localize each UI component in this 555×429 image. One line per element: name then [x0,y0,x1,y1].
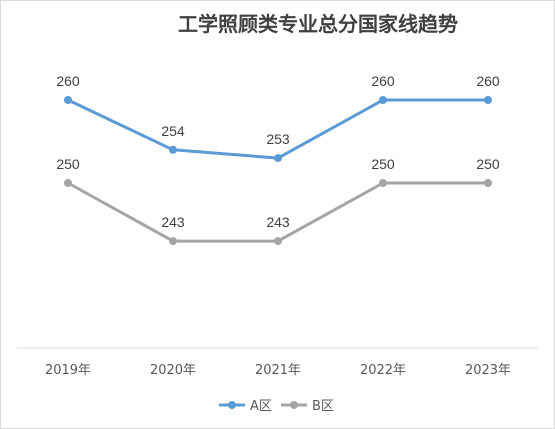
data-point [274,154,282,163]
legend-label: A区 [250,399,272,414]
data-point [379,96,387,104]
chart-title: 工学照顾类专业总分国家线趋势 [178,12,458,36]
legend-label: B区 [312,399,334,414]
data-label: 260 [56,73,80,89]
data-label: 243 [266,214,290,230]
x-tick-label: 2023年 [465,363,511,378]
data-label: 253 [266,131,290,147]
data-point [274,237,282,246]
legend-item: A区 [219,399,272,414]
data-label: 254 [161,123,185,139]
legend-marker [290,401,298,409]
legend-item: B区 [281,399,334,414]
data-label: 250 [56,156,80,172]
data-label: 250 [476,156,500,172]
data-label: 250 [371,156,395,172]
data-point [484,96,492,104]
series-line [66,98,490,160]
legend: A区 B区 [219,399,334,414]
legend-marker [228,401,236,409]
data-point [484,179,492,187]
data-point [379,179,387,187]
x-tick-label: 2020年 [150,363,196,378]
series-2: 250 243 243 250 250 [56,156,500,246]
series-layer: 260 254 253 260 260 250 243 243 250 250 [56,73,500,246]
data-point [64,96,72,104]
x-tick-label: 2022年 [360,363,406,378]
data-point [64,179,72,187]
data-label: 260 [371,73,395,89]
data-point [169,145,177,154]
series-line [66,181,490,243]
data-point [169,237,177,246]
x-tick-label: 2021年 [255,363,301,378]
series-1: 260 254 253 260 260 [56,73,500,163]
data-label: 260 [476,73,500,89]
data-label: 243 [161,214,185,230]
x-tick-label: 2019年 [45,363,91,378]
x-tick-labels: 2019年 2020年 2021年 2022年 2023年 [45,363,511,378]
